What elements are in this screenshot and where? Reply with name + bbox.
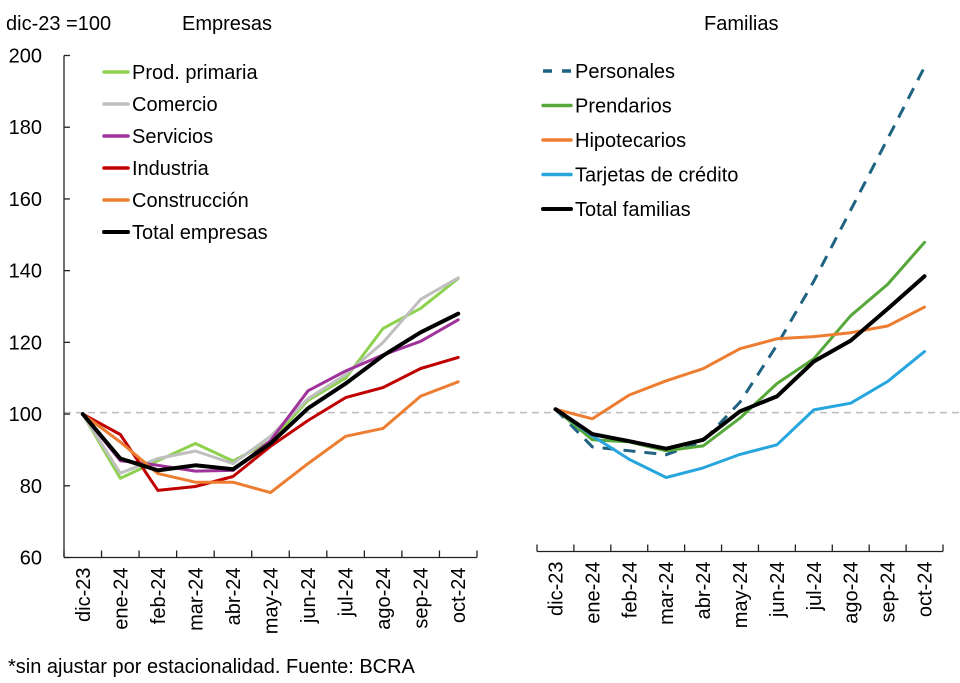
legend-label: Construcción — [132, 190, 249, 212]
legend-label: Total familias — [575, 199, 691, 221]
x-tick-label: jul-24 — [336, 568, 358, 618]
y-tick-label: 160 — [9, 189, 42, 211]
legend-label: Industria — [132, 158, 210, 180]
x-tick-label: sep-24 — [411, 568, 433, 629]
x-tick-label: ene-24 — [110, 568, 132, 630]
series-line-construcción — [81, 380, 460, 495]
x-tick-label: mar-24 — [185, 568, 207, 631]
x-tick-label: dic-23 — [545, 562, 567, 616]
x-tick-label: feb-24 — [619, 562, 641, 619]
x-tick-label: feb-24 — [148, 568, 170, 625]
x-tick-label: ago-24 — [373, 568, 395, 630]
legend-label: Hipotecarios — [575, 130, 686, 152]
series-line-total-familias — [553, 274, 927, 451]
legend-label: Servicios — [132, 126, 213, 148]
x-tick-label: ene-24 — [582, 562, 604, 624]
x-tick-label: jun-24 — [767, 562, 789, 619]
legend-label: Total empresas — [132, 222, 268, 244]
y-tick-label: 80 — [20, 476, 42, 498]
chart-title-empresas: Empresas — [182, 13, 272, 35]
x-tick-label: oct-24 — [448, 568, 470, 624]
y-tick-label: 120 — [9, 332, 42, 354]
legend-label: Personales — [575, 61, 675, 83]
series-line-prendarios — [554, 240, 926, 453]
x-tick-label: ago-24 — [841, 562, 863, 624]
x-tick-label: may-24 — [730, 562, 752, 629]
y-tick-label: 60 — [20, 548, 42, 570]
legend-label: Prendarios — [575, 96, 672, 118]
y-axis-unit-label: dic-23 =100 — [6, 13, 111, 35]
chart-title-familias: Familias — [704, 13, 778, 35]
legend-label: Comercio — [132, 94, 218, 116]
x-tick-label: may-24 — [261, 568, 283, 635]
x-tick-label: jul-24 — [804, 562, 826, 612]
legend-label: Prod. primaria — [132, 62, 258, 84]
series-line-industria — [81, 355, 460, 492]
legend-label: Tarjetas de crédito — [575, 165, 738, 187]
x-tick-label: jun-24 — [298, 568, 320, 625]
y-tick-label: 180 — [9, 117, 42, 139]
x-tick-label: sep-24 — [878, 562, 900, 623]
x-tick-label: abr-24 — [223, 568, 245, 626]
x-tick-label: mar-24 — [656, 562, 678, 625]
x-tick-label: abr-24 — [693, 562, 715, 620]
y-tick-label: 140 — [9, 261, 42, 283]
x-tick-label: oct-24 — [915, 562, 937, 618]
y-tick-label: 200 — [9, 46, 42, 68]
series-line-tarjetas-de-crédito — [554, 350, 926, 479]
series-line-total-empresas — [80, 311, 461, 473]
footnote-source: *sin ajustar por estacionalidad. Fuente:… — [8, 656, 416, 678]
x-tick-label: dic-23 — [73, 568, 95, 622]
series-line-personales — [554, 66, 926, 457]
y-tick-label: 100 — [9, 404, 42, 426]
